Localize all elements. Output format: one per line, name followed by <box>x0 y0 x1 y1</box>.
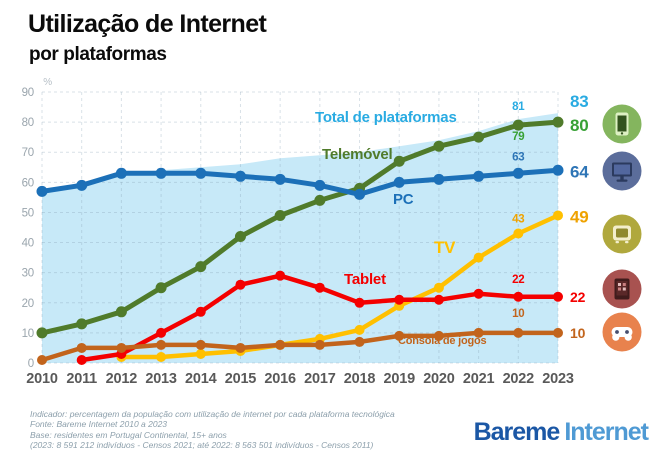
footnote-source: Fonte: Bareme Internet 2010 a 2023 <box>30 419 168 430</box>
svg-text:2015: 2015 <box>225 371 257 387</box>
svg-text:2011: 2011 <box>66 371 97 387</box>
footnotes: Indicador: percentagem da população com … <box>30 409 395 451</box>
svg-text:83: 83 <box>570 92 589 111</box>
svg-text:2014: 2014 <box>185 371 217 387</box>
svg-text:2022: 2022 <box>503 371 535 387</box>
svg-text:63: 63 <box>512 151 524 163</box>
svg-text:43: 43 <box>512 214 524 226</box>
page-subtitle: por plataformas <box>29 44 167 65</box>
svg-text:70: 70 <box>22 147 34 159</box>
tablet-icon <box>601 268 643 310</box>
svg-text:2016: 2016 <box>264 371 296 387</box>
svg-text:60: 60 <box>22 177 34 189</box>
svg-text:2012: 2012 <box>106 371 138 387</box>
svg-text:20: 20 <box>22 298 34 310</box>
svg-text:50: 50 <box>22 207 34 219</box>
svg-text:2023: 2023 <box>542 371 574 387</box>
svg-text:10: 10 <box>22 328 34 340</box>
svg-text:2013: 2013 <box>145 371 177 387</box>
svg-text:0: 0 <box>28 358 34 370</box>
svg-text:2017: 2017 <box>304 371 336 387</box>
svg-text:Tablet: Tablet <box>344 271 386 288</box>
svg-text:Total de plataformas: Total de plataformas <box>315 109 457 126</box>
svg-text:90: 90 <box>22 87 34 99</box>
logo-internet: Internet <box>564 418 649 446</box>
svg-text:Telemóvel: Telemóvel <box>322 146 392 163</box>
svg-text:Consola de jogos: Consola de jogos <box>398 335 487 347</box>
svg-text:40: 40 <box>22 238 34 250</box>
svg-text:64: 64 <box>570 162 589 181</box>
svg-text:%: % <box>43 77 52 88</box>
logo-bareme: Bareme <box>473 418 561 446</box>
svg-text:2021: 2021 <box>463 371 495 387</box>
bareme-internet-logo: Bareme Internet <box>473 418 649 447</box>
svg-text:22: 22 <box>570 289 586 305</box>
svg-text:80: 80 <box>570 116 589 135</box>
desktop-monitor-icon <box>601 150 643 192</box>
svg-text:30: 30 <box>22 268 34 280</box>
footnote-census: (2023: 8 591 212 indivíduos - Censos 202… <box>30 440 374 451</box>
svg-text:49: 49 <box>570 207 589 226</box>
svg-text:81: 81 <box>512 101 525 113</box>
smartphone-icon <box>601 103 643 145</box>
svg-text:79: 79 <box>512 131 524 143</box>
svg-text:PC: PC <box>393 191 414 208</box>
svg-text:2020: 2020 <box>423 371 455 387</box>
svg-text:22: 22 <box>512 274 524 286</box>
svg-text:2019: 2019 <box>383 371 415 387</box>
tv-icon <box>601 213 643 255</box>
svg-text:10: 10 <box>512 308 524 320</box>
svg-text:TV: TV <box>434 238 456 257</box>
gamepad-icon <box>601 311 643 353</box>
page-title: Utilização de Internet <box>28 10 267 38</box>
footnote-base: Base: residentes em Portugal Continental… <box>30 429 227 440</box>
footnote-indicator: Indicador: percentagem da população com … <box>30 409 395 419</box>
svg-text:2018: 2018 <box>344 371 376 387</box>
svg-text:10: 10 <box>570 325 586 341</box>
svg-text:2010: 2010 <box>26 371 58 387</box>
svg-text:80: 80 <box>22 117 34 129</box>
